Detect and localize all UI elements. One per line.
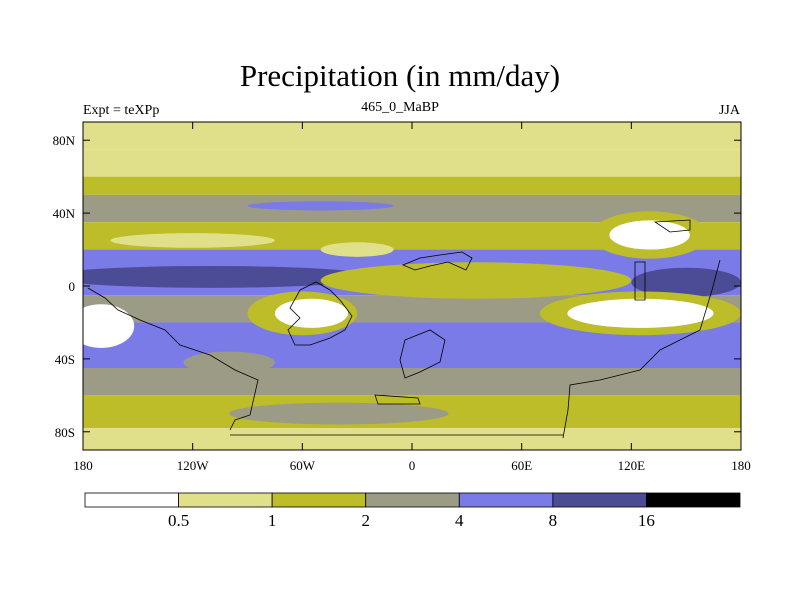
x-tick-label: 180 bbox=[731, 458, 751, 473]
precip-region-14 bbox=[229, 402, 449, 425]
precip-region-1 bbox=[110, 233, 275, 248]
precip-region-3 bbox=[83, 265, 376, 288]
age-label: 465_0_MaBP bbox=[361, 100, 439, 115]
continent-outline-africa bbox=[401, 251, 473, 271]
colorbar-swatch bbox=[552, 492, 647, 508]
map-field bbox=[83, 122, 741, 450]
colorbar-swatch bbox=[178, 492, 273, 508]
precip-band-2 bbox=[83, 176, 741, 195]
precip-region-7 bbox=[609, 220, 690, 250]
continent-outline-asia bbox=[634, 219, 691, 301]
chart-title: Precipitation (in mm/day) bbox=[239, 58, 561, 93]
colorbar-level-label: 1 bbox=[268, 511, 277, 530]
precip-band-10 bbox=[83, 428, 741, 450]
colorbar-swatch bbox=[365, 492, 460, 508]
colorbar-level-label: 4 bbox=[455, 511, 464, 530]
precip-region-10 bbox=[567, 298, 714, 328]
continent-outline-island bbox=[374, 329, 446, 405]
y-tick-label: 40N bbox=[53, 206, 76, 221]
precip-region-2 bbox=[320, 242, 394, 257]
x-tick-label: 60W bbox=[290, 458, 316, 473]
season-label: JJA bbox=[718, 103, 740, 118]
axes: 180 120W 60W 0 60E 120E 180 80N 40N 0 40S 80S bbox=[53, 122, 751, 473]
y-tick-label: 80N bbox=[53, 133, 76, 148]
x-tick-label: 180 bbox=[73, 458, 93, 473]
x-tick-label: 120W bbox=[177, 458, 210, 473]
colorbar-swatch bbox=[646, 492, 741, 508]
colorbar-swatch bbox=[84, 492, 179, 508]
colorbar: 0.5 1 2 4 8 16 bbox=[84, 492, 741, 530]
colorbar-swatch bbox=[458, 492, 554, 508]
continent-outline-southamerica bbox=[287, 281, 353, 346]
colorbar-level-label: 16 bbox=[638, 511, 655, 530]
continent-outline-gondwana-south bbox=[87, 259, 721, 439]
colorbar-level-label: 0.5 bbox=[168, 511, 189, 530]
x-tick-label: 0 bbox=[409, 458, 416, 473]
precip-band-8 bbox=[83, 368, 741, 396]
experiment-label: Expt = teXPp bbox=[83, 103, 160, 118]
coastline-outlines bbox=[87, 219, 721, 439]
y-tick-label: 40S bbox=[55, 352, 75, 367]
precip-region-12 bbox=[274, 298, 349, 328]
precip-region-0 bbox=[247, 201, 394, 211]
precip-region-8 bbox=[631, 267, 741, 297]
colorbar-level-label: 8 bbox=[549, 511, 558, 530]
precip-region-5 bbox=[320, 262, 632, 299]
precip-region-15 bbox=[183, 351, 275, 374]
precip-band-1 bbox=[83, 149, 741, 177]
colorbar-level-label: 2 bbox=[361, 511, 370, 530]
colorbar-swatch bbox=[271, 492, 367, 508]
y-tick-label: 80S bbox=[55, 425, 75, 440]
y-tick-label: 0 bbox=[69, 279, 76, 294]
x-tick-label: 60E bbox=[511, 458, 532, 473]
precip-region-13 bbox=[83, 304, 135, 348]
x-tick-label: 120E bbox=[618, 458, 646, 473]
